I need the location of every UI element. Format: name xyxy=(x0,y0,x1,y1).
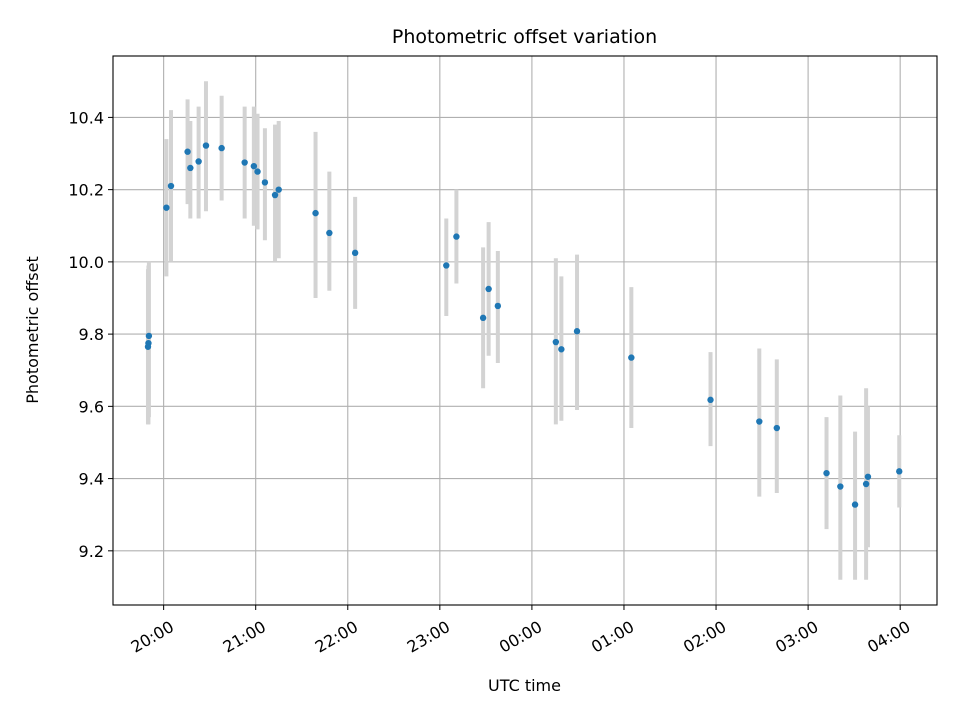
data-point xyxy=(443,262,450,269)
y-tick-label: 10.2 xyxy=(68,181,104,200)
data-point xyxy=(167,182,175,190)
data-point xyxy=(628,354,635,361)
grid xyxy=(113,56,937,605)
y-tick-label: 9.8 xyxy=(79,325,104,344)
data-point xyxy=(145,332,153,340)
data-point xyxy=(707,396,714,404)
data-point xyxy=(261,179,269,186)
data-point xyxy=(756,418,763,425)
data-point xyxy=(202,142,210,149)
data-point xyxy=(453,233,460,240)
data-point xyxy=(864,473,872,480)
data-point xyxy=(494,302,502,310)
data-point xyxy=(351,249,359,257)
data-point xyxy=(862,480,870,488)
data-point xyxy=(271,191,279,199)
data-point xyxy=(773,424,781,432)
data-point xyxy=(823,469,830,477)
data-point xyxy=(312,209,319,217)
data-point xyxy=(479,314,487,322)
data-point xyxy=(144,343,152,350)
y-axis-title: Photometric offset xyxy=(23,256,42,404)
data-point xyxy=(896,468,903,475)
y-tick-label: 9.6 xyxy=(79,397,104,416)
data-point xyxy=(573,328,581,335)
data-point xyxy=(195,158,202,165)
x-axis-title: UTC time xyxy=(488,676,561,695)
data-point xyxy=(163,204,170,211)
data-point xyxy=(837,483,844,490)
chart-title: Photometric offset variation xyxy=(392,26,657,48)
data-point xyxy=(275,186,282,193)
data-point xyxy=(184,148,191,155)
data-point xyxy=(254,168,261,175)
y-tick-label: 10.0 xyxy=(68,253,104,272)
data-point xyxy=(326,229,333,237)
y-tick-label: 9.2 xyxy=(79,542,104,561)
data-point xyxy=(485,285,492,293)
data-point xyxy=(851,501,859,508)
data-point xyxy=(250,162,258,170)
data-points xyxy=(144,142,903,508)
data-point xyxy=(187,164,194,172)
plot-frame xyxy=(112,55,938,606)
y-tick-label: 9.4 xyxy=(79,470,104,489)
data-point xyxy=(558,346,565,353)
data-point xyxy=(552,338,560,346)
data-point xyxy=(218,144,225,152)
data-point xyxy=(241,159,248,166)
y-tick-label: 10.4 xyxy=(68,108,104,127)
y-axis: 9.2 9.4 9.6 9.8 10.0 10.2 10.4 xyxy=(68,108,113,561)
